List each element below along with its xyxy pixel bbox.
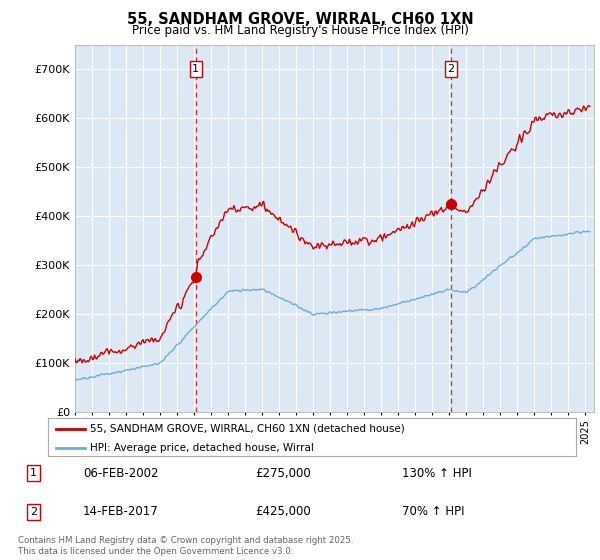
- Text: Price paid vs. HM Land Registry's House Price Index (HPI): Price paid vs. HM Land Registry's House …: [131, 24, 469, 36]
- Text: 2: 2: [30, 507, 37, 517]
- Text: 1: 1: [30, 468, 37, 478]
- Text: £425,000: £425,000: [255, 505, 311, 518]
- Text: 55, SANDHAM GROVE, WIRRAL, CH60 1XN (detached house): 55, SANDHAM GROVE, WIRRAL, CH60 1XN (det…: [90, 423, 405, 433]
- Text: 2: 2: [448, 64, 455, 74]
- Text: Contains HM Land Registry data © Crown copyright and database right 2025.
This d: Contains HM Land Registry data © Crown c…: [18, 536, 353, 556]
- Text: 14-FEB-2017: 14-FEB-2017: [83, 505, 158, 518]
- Text: £275,000: £275,000: [255, 466, 311, 480]
- Text: 70% ↑ HPI: 70% ↑ HPI: [401, 505, 464, 518]
- Text: HPI: Average price, detached house, Wirral: HPI: Average price, detached house, Wirr…: [90, 443, 314, 453]
- Text: 130% ↑ HPI: 130% ↑ HPI: [401, 466, 472, 480]
- Text: 55, SANDHAM GROVE, WIRRAL, CH60 1XN: 55, SANDHAM GROVE, WIRRAL, CH60 1XN: [127, 12, 473, 27]
- Text: 06-FEB-2002: 06-FEB-2002: [83, 466, 158, 480]
- Text: 1: 1: [193, 64, 199, 74]
